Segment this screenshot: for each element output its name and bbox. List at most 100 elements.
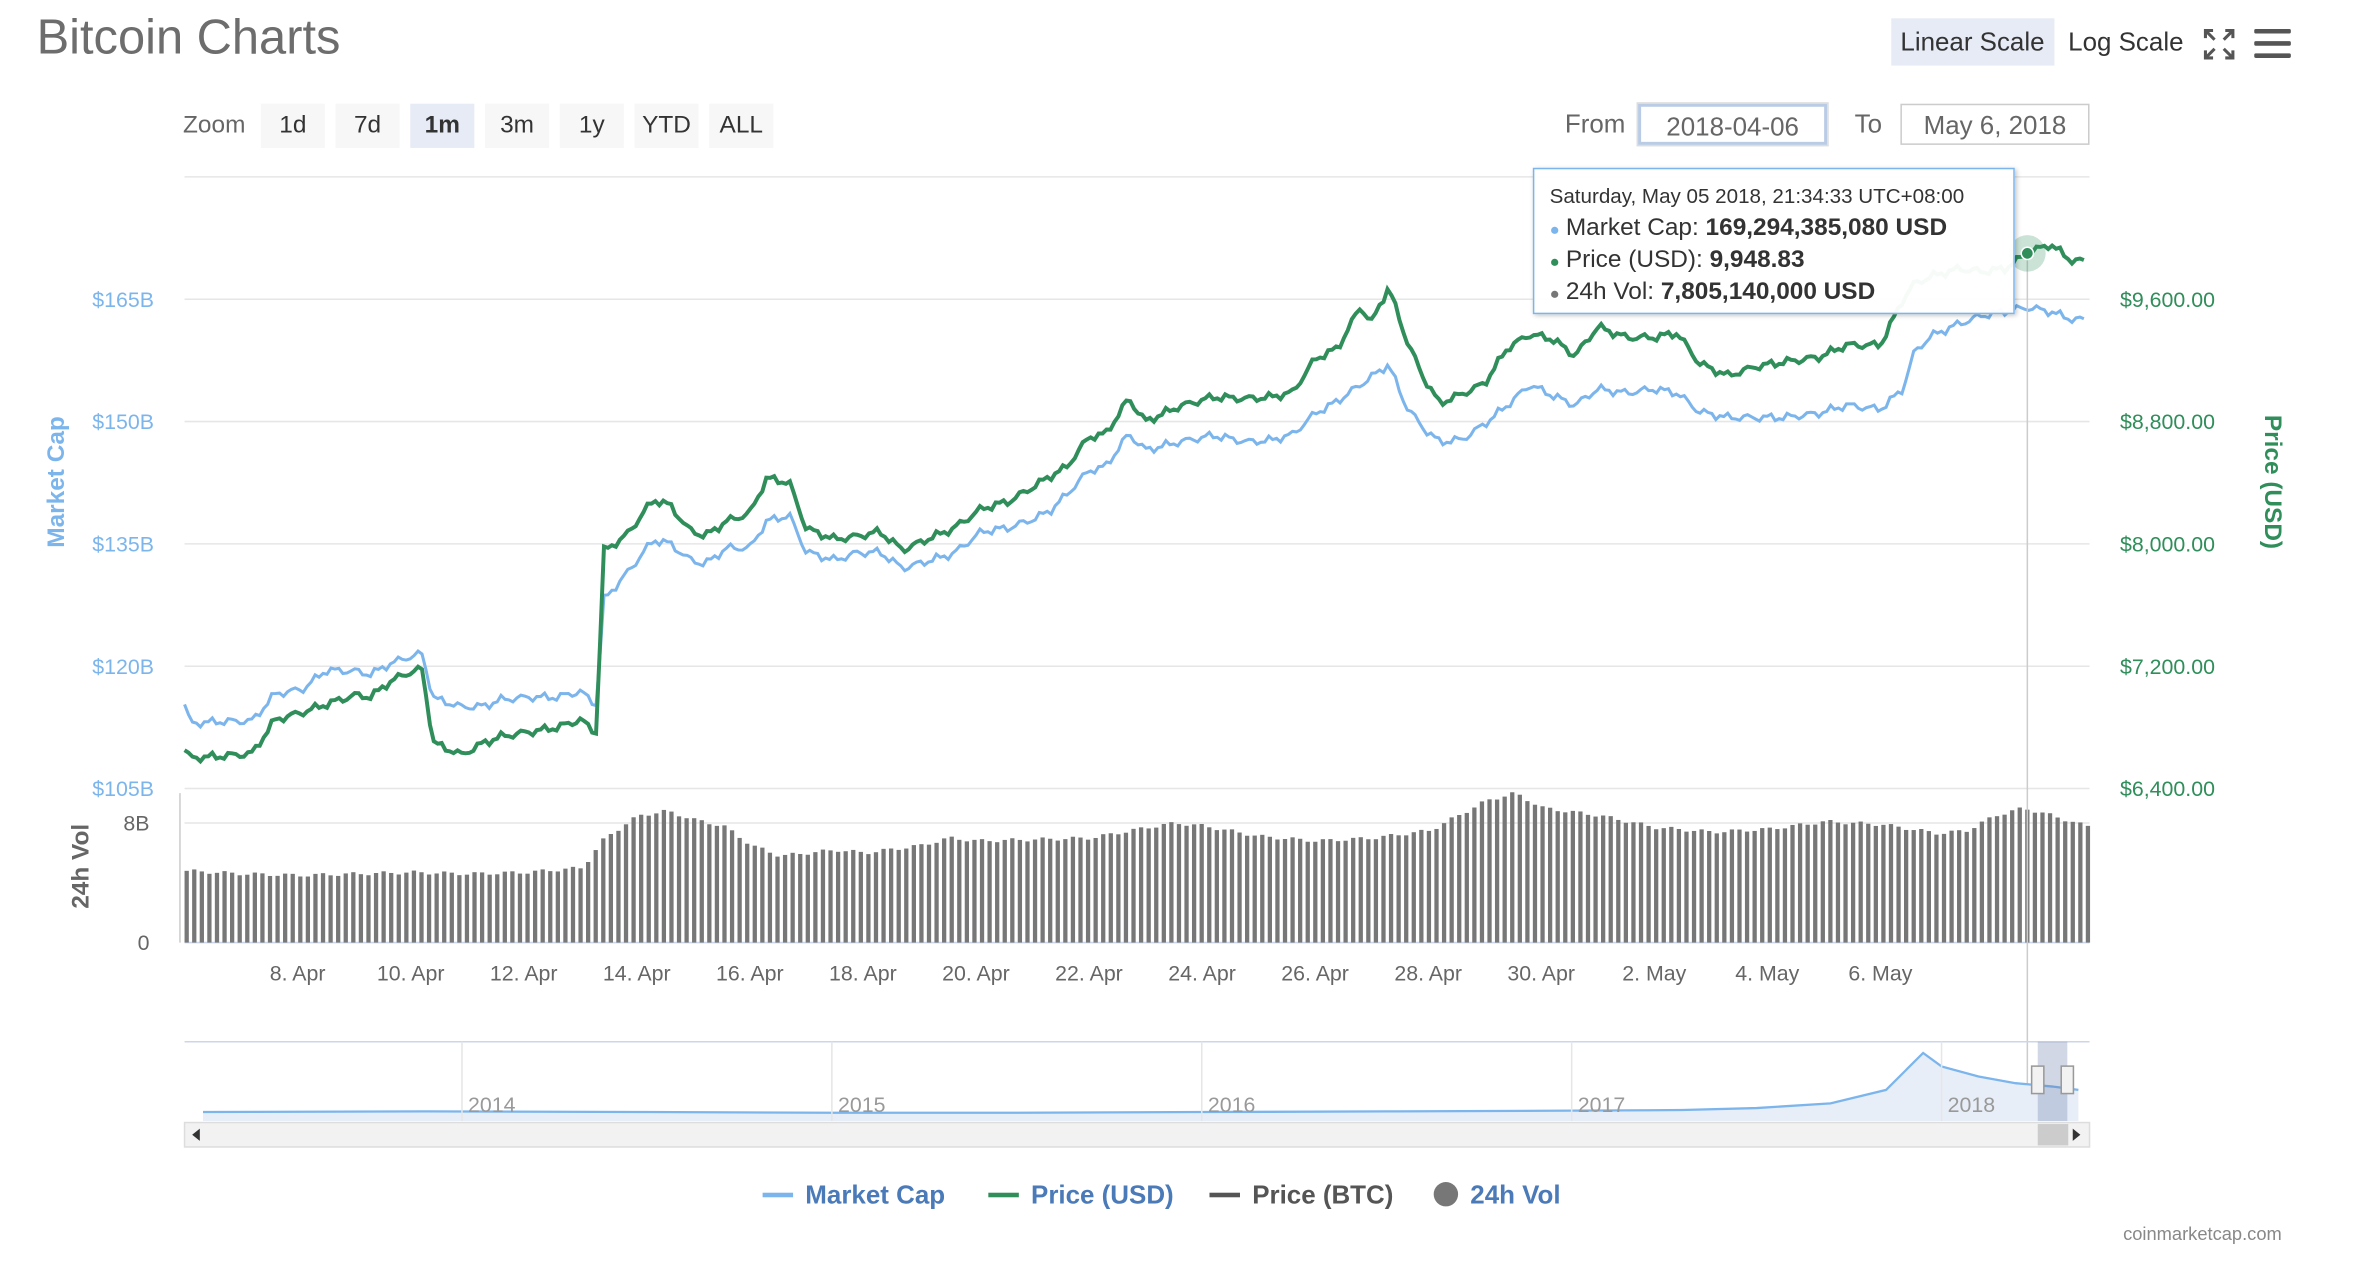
x-tick-label: 16. Apr (716, 962, 784, 986)
to-date-input[interactable]: May 6, 2018 (1900, 103, 2090, 145)
volume-bar (1608, 816, 1613, 943)
volume-bar (1419, 829, 1424, 943)
hamburger-menu-icon[interactable] (2254, 28, 2291, 66)
volume-bar (608, 834, 614, 943)
volume-bar (1131, 828, 1136, 943)
zoom-button-3m[interactable]: 3m (485, 103, 550, 148)
volume-bar (1593, 816, 1598, 943)
volume-bar (1661, 828, 1666, 943)
credit-link[interactable]: coinmarketcap.com (2123, 1223, 2282, 1245)
volume-bar (942, 838, 947, 943)
volume-bar (593, 850, 598, 943)
volume-bar (1828, 820, 1833, 943)
volume-bar (1601, 815, 1606, 943)
volume-bar (199, 871, 204, 943)
volume-bar (1782, 828, 1788, 943)
x-tick-label: 20. Apr (942, 962, 1010, 986)
volume-bar (245, 874, 250, 943)
scrollbar-thumb (2037, 1124, 2069, 1146)
volume-bar (214, 872, 220, 943)
zoom-button-1m[interactable]: 1m (410, 103, 475, 148)
volume-bar (2040, 812, 2045, 943)
volume-bar (1987, 817, 1992, 943)
from-label: From (1564, 109, 1626, 139)
volume-bar (2010, 810, 2015, 943)
volume-bar (790, 852, 795, 943)
volume-bar (442, 871, 447, 943)
volume-bar (888, 848, 894, 943)
volume-bar (904, 848, 909, 943)
zoom-button-ytd[interactable]: YTD (634, 103, 699, 148)
volume-bar (1328, 839, 1333, 943)
volume-bar (896, 849, 901, 943)
zoom-button-7d[interactable]: 7d (335, 103, 400, 148)
circle-swatch-icon (1433, 1181, 1459, 1206)
volume-bar (1525, 801, 1530, 943)
volume-bar (358, 874, 364, 943)
volume-bar (207, 873, 212, 943)
volume-bar (1457, 815, 1462, 943)
volume-bar (586, 861, 591, 943)
volume-bar (858, 851, 863, 943)
zoom-button-1d[interactable]: 1d (260, 103, 325, 148)
volume-bar (449, 872, 454, 943)
volume-bar (1298, 838, 1303, 943)
volume-bar (1176, 824, 1182, 943)
volume-bar (548, 871, 553, 943)
zoom-button-1y[interactable]: 1y (559, 103, 624, 148)
navigator-year-label: 2016 (1208, 1093, 1255, 1117)
fullscreen-icon[interactable] (2202, 27, 2236, 61)
volume-bar (1267, 836, 1272, 943)
volume-bar (1850, 822, 1856, 943)
y-left-tick-label: $165B (92, 288, 154, 312)
volume-bar (1002, 839, 1007, 943)
volume-bar (389, 872, 394, 943)
volume-bar (1767, 827, 1772, 943)
navigator[interactable]: 2014 2015 2016 2017 2018 (183, 1040, 2091, 1148)
legend-item-price-usd[interactable]: Price (USD) (988, 1181, 1174, 1212)
volume-bar (669, 811, 674, 943)
volume-bar (1926, 831, 1931, 943)
volume-bar (313, 873, 318, 943)
x-tick-label: 22. Apr (1055, 962, 1123, 986)
volume-bar (722, 825, 727, 943)
zoom-button-all[interactable]: ALL (709, 103, 774, 148)
volume-bar (843, 851, 848, 943)
volume-bar (873, 852, 879, 943)
legend-item-market-cap[interactable]: Market Cap (762, 1181, 945, 1212)
x-tick-label: 30. Apr (1507, 962, 1575, 986)
x-tick-label: 26. Apr (1281, 962, 1349, 986)
volume-bar (1373, 839, 1379, 943)
volume-bar (639, 814, 644, 943)
volume-bar (563, 868, 568, 943)
legend-item-24h-vol[interactable]: 24h Vol (1433, 1181, 1561, 1212)
volume-bar (616, 830, 621, 943)
volume-bar (1684, 831, 1689, 943)
volume-bar (237, 875, 242, 943)
volume-bar (1904, 829, 1909, 943)
volume-bar (1032, 839, 1038, 943)
volume-bar (798, 853, 803, 943)
volume-bar (1229, 829, 1235, 943)
log-scale-button[interactable]: Log Scale (2068, 27, 2184, 57)
volume-bar (320, 873, 326, 943)
tooltip-header: Saturday, May 05 2018, 21:34:33 UTC+08:0… (1549, 184, 1965, 208)
volume-bar (1972, 828, 1977, 943)
volume-bar (767, 852, 773, 943)
line-swatch-icon (1209, 1192, 1240, 1198)
volume-bar (1252, 835, 1257, 943)
volume-bar (411, 870, 417, 943)
volume-bar (1048, 838, 1053, 943)
volume-bar (1994, 816, 2000, 943)
volume-bar (2055, 817, 2060, 943)
volume-bar (601, 838, 606, 943)
from-date-input[interactable]: 2018-04-06 (1636, 102, 1829, 147)
legend-item-price-btc[interactable]: Price (BTC) (1209, 1181, 1393, 1212)
linear-scale-button[interactable]: Linear Scale (1891, 18, 2054, 66)
volume-bar (1191, 824, 1197, 943)
navigator-year-label: 2015 (838, 1093, 885, 1117)
volume-bar (805, 854, 810, 943)
volume-tick-label: 0 (138, 931, 150, 955)
volume-bar (1510, 792, 1515, 943)
